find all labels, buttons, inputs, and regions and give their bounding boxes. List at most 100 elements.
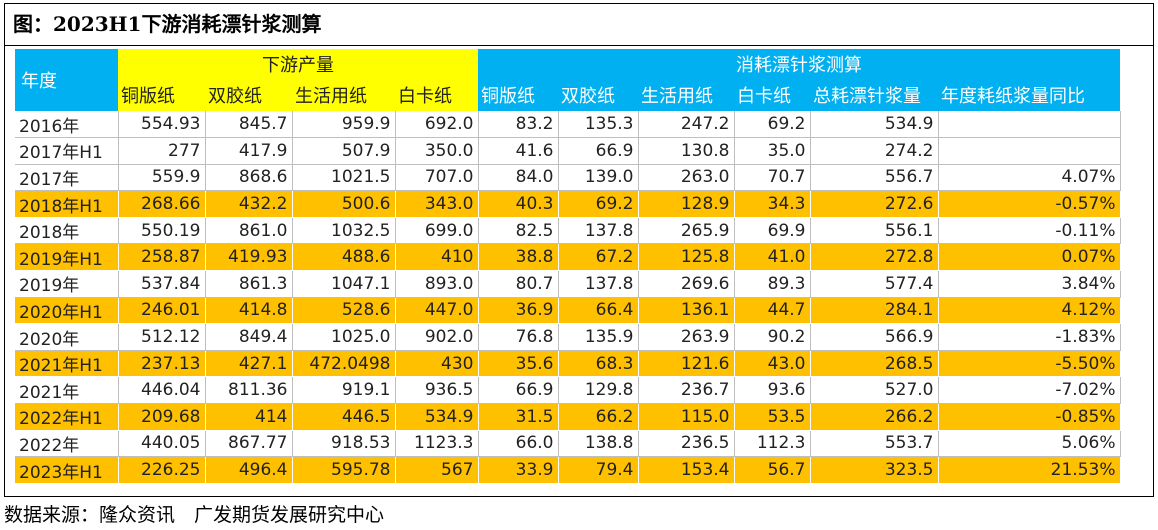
value-cell: 135.3 <box>558 111 639 139</box>
year-cell: 2021年H1 <box>15 350 119 378</box>
value-cell: 430 <box>395 350 479 378</box>
value-cell: 67.2 <box>558 243 639 272</box>
value-cell: 567 <box>395 456 479 484</box>
value-cell: 66.9 <box>558 137 639 165</box>
value-cell <box>938 137 1121 165</box>
value-cell: 284.1 <box>810 297 939 325</box>
value-cell: 1047.1 <box>292 270 396 298</box>
year-cell: 2018年 <box>15 217 119 245</box>
value-cell: 79.4 <box>558 456 639 484</box>
value-cell: 1025.0 <box>292 323 396 351</box>
col-header: 年度耗纸浆量同比 <box>938 79 1120 111</box>
table-row: 2016年 554.93 845.7 959.9 692.0 83.2 135.3 247.2… <box>15 111 1121 139</box>
value-cell: 130.8 <box>638 137 735 165</box>
year-cell: 2023年H1 <box>15 456 119 484</box>
year-cell: 2022年 <box>15 430 119 458</box>
value-cell: 554.93 <box>118 111 206 139</box>
value-cell: 44.7 <box>734 297 811 325</box>
value-cell: 861.3 <box>205 270 293 298</box>
value-cell: 919.1 <box>292 376 396 405</box>
value-cell: 556.1 <box>810 217 939 245</box>
value-cell: 1032.5 <box>292 217 396 245</box>
value-cell: 861.0 <box>205 217 293 245</box>
consumption-group-header: 消耗漂针浆测算 <box>478 49 1120 79</box>
value-cell: 34.3 <box>734 190 811 218</box>
value-cell: 410 <box>395 243 479 272</box>
value-cell: 427.1 <box>205 350 293 378</box>
value-cell: 1123.3 <box>395 430 479 458</box>
value-cell: -0.57% <box>938 190 1121 218</box>
year-cell: 2020年 <box>15 323 119 351</box>
value-cell: 343.0 <box>395 190 479 218</box>
value-cell: 80.7 <box>478 270 559 298</box>
value-cell: 121.6 <box>638 350 735 378</box>
value-cell: 66.4 <box>558 297 639 325</box>
value-cell: 867.77 <box>205 430 293 458</box>
value-cell: 5.06% <box>938 430 1121 458</box>
value-cell: 153.4 <box>638 456 735 484</box>
value-cell: 534.9 <box>810 111 939 139</box>
value-cell: 137.8 <box>558 217 639 245</box>
value-cell: 550.19 <box>118 217 206 245</box>
value-cell: -5.50% <box>938 350 1121 378</box>
value-cell: 115.0 <box>638 403 735 431</box>
table-row: 2018年 550.19 861.0 1032.5 699.0 82.5 137.8 265.… <box>15 217 1121 245</box>
value-cell: 566.9 <box>810 323 939 351</box>
value-cell: 893.0 <box>395 270 479 298</box>
col-header: 总耗漂针浆量 <box>810 79 938 111</box>
value-cell: 236.7 <box>638 376 735 405</box>
value-cell: 31.5 <box>478 403 559 431</box>
value-cell: -7.02% <box>938 376 1121 405</box>
value-cell: 699.0 <box>395 217 479 245</box>
value-cell: 577.4 <box>810 270 939 298</box>
value-cell: 90.2 <box>734 323 811 351</box>
year-cell: 2020年H1 <box>15 297 119 325</box>
value-cell: 137.8 <box>558 270 639 298</box>
year-cell: 2019年 <box>15 270 119 298</box>
value-cell: 56.7 <box>734 456 811 484</box>
value-cell <box>938 111 1121 139</box>
value-cell: 4.12% <box>938 297 1121 325</box>
value-cell: 70.7 <box>734 164 811 192</box>
year-cell: 2021年 <box>15 376 119 405</box>
value-cell: 66.0 <box>478 430 559 458</box>
value-cell: 209.68 <box>118 403 206 431</box>
value-cell: 414.8 <box>205 297 293 325</box>
value-cell: -0.11% <box>938 217 1121 245</box>
value-cell: 84.0 <box>478 164 559 192</box>
value-cell: 507.9 <box>292 137 396 165</box>
value-cell: 82.5 <box>478 217 559 245</box>
col-header: 生活用纸 <box>292 79 395 111</box>
value-cell: 446.5 <box>292 403 396 431</box>
value-cell: 849.4 <box>205 323 293 351</box>
value-cell: 93.6 <box>734 376 811 405</box>
value-cell: 936.5 <box>395 376 479 405</box>
value-cell: 277 <box>118 137 206 165</box>
table-row: 2018年H1 268.66 432.2 500.6 343.0 40.3 69.2 128.… <box>15 190 1121 218</box>
value-cell: 692.0 <box>395 111 479 139</box>
value-cell: 268.5 <box>810 350 939 378</box>
value-cell: 263.9 <box>638 323 735 351</box>
year-cell: 2017年 <box>15 164 119 192</box>
value-cell: 266.2 <box>810 403 939 431</box>
value-cell: 69.9 <box>734 217 811 245</box>
value-cell: 902.0 <box>395 323 479 351</box>
value-cell: 323.5 <box>810 456 939 484</box>
value-cell: 53.5 <box>734 403 811 431</box>
col-header: 铜版纸 <box>478 79 558 111</box>
table-row: 2019年 537.84 861.3 1047.1 893.0 80.7 137.8 269.… <box>15 270 1121 298</box>
year-cell: 2018年H1 <box>15 190 119 218</box>
value-cell: 527.0 <box>810 376 939 405</box>
figure-frame: 图：2023H1下游消耗漂针浆测算 <box>4 3 1154 497</box>
value-cell: 128.9 <box>638 190 735 218</box>
year-cell: 2022年H1 <box>15 403 119 431</box>
table-row: 2023年H1 226.25 496.4 595.78 567 33.9 79.4 153.4… <box>15 456 1121 484</box>
table-body: 2016年 554.93 845.7 959.9 692.0 83.2 135.3 247.2… <box>15 111 1121 484</box>
value-cell: 68.3 <box>558 350 639 378</box>
value-cell: 247.2 <box>638 111 735 139</box>
value-cell: 1021.5 <box>292 164 396 192</box>
value-cell: 447.0 <box>395 297 479 325</box>
value-cell: 417.9 <box>205 137 293 165</box>
value-cell: 959.9 <box>292 111 396 139</box>
value-cell: 500.6 <box>292 190 396 218</box>
